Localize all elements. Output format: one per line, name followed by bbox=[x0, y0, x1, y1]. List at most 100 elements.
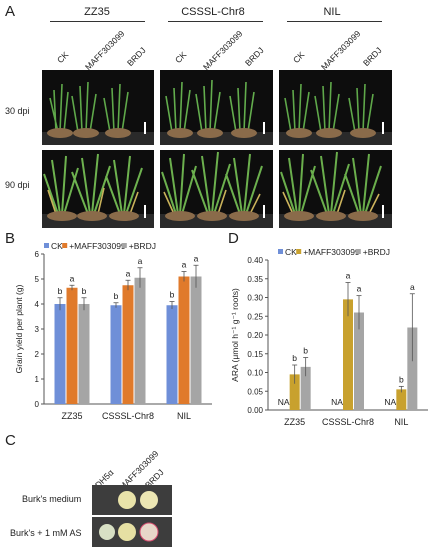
x-category-label: ZZ35 bbox=[61, 411, 82, 421]
y-tick-label: 5 bbox=[35, 275, 40, 284]
row-label-90dpi: 90 dpi bbox=[5, 180, 30, 190]
group-line-nil bbox=[287, 21, 382, 22]
significance-letter: a bbox=[138, 256, 143, 266]
significance-letter: a bbox=[182, 260, 187, 270]
y-tick-label: 3 bbox=[35, 325, 40, 334]
bar-ck bbox=[166, 305, 178, 404]
bar-ck bbox=[110, 305, 122, 404]
bar-brdj bbox=[134, 277, 146, 404]
cond-label-brdj-2: BRDJ bbox=[242, 45, 266, 68]
significance-letter: b bbox=[292, 353, 297, 363]
y-tick-label: 0.35 bbox=[247, 275, 263, 284]
significance-letter: b bbox=[303, 346, 308, 356]
panel-letter-b: B bbox=[5, 230, 16, 247]
x-category-label: CSSSL-Chr8 bbox=[322, 417, 374, 427]
x-category-label: ZZ35 bbox=[284, 417, 305, 427]
panel-letter-a: A bbox=[5, 3, 16, 20]
cond-label-maff-3: MAFF303099 bbox=[318, 28, 363, 73]
bar-maff303099 bbox=[343, 299, 353, 410]
group-label-cssl: CSSSL-Chr8 bbox=[181, 6, 245, 18]
bar-brdj bbox=[78, 304, 90, 404]
significance-letter: b bbox=[170, 290, 175, 300]
legend-swatch bbox=[121, 243, 127, 248]
significance-letter: a bbox=[70, 273, 75, 283]
petri-plate-burks bbox=[92, 485, 172, 515]
plant-photo-zz35-90dpi bbox=[42, 150, 154, 228]
group-line-cssl bbox=[168, 21, 263, 22]
y-tick-label: 0.30 bbox=[247, 294, 263, 303]
legend-label: +BRDJ bbox=[363, 247, 390, 257]
bar-brdj bbox=[190, 276, 202, 404]
significance-letter: a bbox=[194, 253, 199, 263]
y-tick-label: 4 bbox=[35, 300, 40, 309]
bar-maff303099 bbox=[66, 287, 78, 404]
y-tick-label: 0.05 bbox=[247, 387, 263, 396]
cond-label-maff-1: MAFF303099 bbox=[82, 28, 127, 73]
legend-label: +BRDJ bbox=[129, 241, 156, 251]
plant-photo-cssl-90dpi bbox=[160, 150, 273, 228]
panel-letter-c: C bbox=[5, 432, 16, 449]
x-category-label: NIL bbox=[394, 417, 408, 427]
x-category-label: NIL bbox=[177, 411, 191, 421]
legend-label: +MAFF303099 bbox=[69, 241, 126, 251]
significance-letter: b bbox=[114, 291, 119, 301]
y-tick-label: 0.25 bbox=[247, 312, 263, 321]
group-label-zz35: ZZ35 bbox=[84, 6, 110, 18]
bar-maff303099 bbox=[289, 374, 300, 410]
cond-label-maff-2: MAFF303099 bbox=[200, 28, 245, 73]
x-category-label: CSSSL-Chr8 bbox=[102, 411, 154, 421]
y-axis-label: Grain yield per plant (g) bbox=[14, 284, 24, 373]
plant-photo-zz35-30dpi bbox=[42, 70, 154, 145]
petri-plate-burks-as bbox=[92, 517, 172, 547]
y-axis-label: ARA (μmol h⁻¹ g⁻¹ roots) bbox=[230, 288, 240, 382]
y-tick-label: 0.20 bbox=[247, 331, 263, 340]
significance-letter: a bbox=[126, 268, 131, 278]
cond-label-ck-1: CK bbox=[54, 49, 71, 65]
cond-label-brdj-1: BRDJ bbox=[124, 45, 148, 68]
panel-letter-d: D bbox=[228, 230, 239, 247]
cond-label-ck-3: CK bbox=[290, 49, 307, 65]
legend-swatch bbox=[62, 243, 68, 248]
legend-label: CK bbox=[51, 241, 63, 251]
plant-photo-cssl-30dpi bbox=[160, 70, 273, 145]
significance-letter: a bbox=[357, 284, 362, 294]
significance-letter: b bbox=[82, 286, 87, 296]
bar-ck bbox=[54, 304, 66, 404]
significance-letter: b bbox=[399, 374, 404, 384]
y-tick-label: 1 bbox=[35, 375, 40, 384]
legend-swatch bbox=[296, 249, 302, 254]
colony-brdj-as bbox=[139, 522, 159, 542]
na-label: NA bbox=[278, 397, 290, 407]
legend-label: +MAFF303099 bbox=[303, 247, 360, 257]
colony-brdj-burks bbox=[140, 491, 158, 509]
bar-maff303099 bbox=[396, 389, 407, 410]
bar-maff303099 bbox=[122, 285, 134, 404]
colony-dh5a-as bbox=[99, 524, 115, 540]
plant-photo-nil-90dpi bbox=[279, 150, 392, 228]
plant-photo-nil-30dpi bbox=[279, 70, 392, 145]
y-tick-label: 0.00 bbox=[247, 406, 263, 415]
legend-swatch bbox=[44, 243, 49, 248]
cond-label-ck-2: CK bbox=[172, 49, 189, 65]
y-tick-label: 0.10 bbox=[247, 369, 263, 378]
medium-label-burks: Burk's medium bbox=[22, 494, 82, 504]
y-tick-label: 0 bbox=[35, 400, 40, 409]
group-line-zz35 bbox=[50, 21, 145, 22]
y-tick-label: 0.15 bbox=[247, 350, 263, 359]
legend-label: CK bbox=[285, 247, 297, 257]
y-tick-label: 0.40 bbox=[247, 256, 263, 265]
cond-label-brdj-3: BRDJ bbox=[360, 45, 384, 68]
significance-letter: a bbox=[410, 282, 415, 292]
bar-brdj bbox=[300, 366, 311, 410]
group-label-nil: NIL bbox=[323, 6, 341, 18]
significance-letter: b bbox=[58, 286, 63, 296]
colony-maff-as bbox=[118, 523, 136, 541]
significance-letter: a bbox=[346, 271, 351, 281]
row-label-30dpi: 30 dpi bbox=[5, 106, 30, 116]
medium-label-burks-as: Burk's + 1 mM AS bbox=[10, 528, 82, 538]
colony-maff-burks bbox=[118, 491, 136, 509]
na-label: NA bbox=[331, 397, 343, 407]
na-label: NA bbox=[384, 397, 396, 407]
bar-brdj bbox=[354, 312, 364, 410]
